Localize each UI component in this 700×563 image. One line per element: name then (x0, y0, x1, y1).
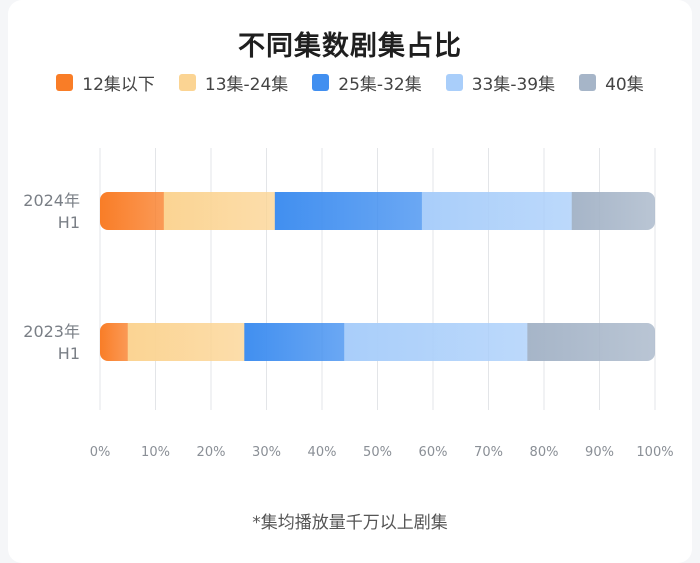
legend-swatch (178, 74, 196, 91)
y-category-label: H1 (58, 344, 80, 363)
legend-item: 25集-32集 (312, 70, 422, 95)
legend-swatch (445, 74, 463, 91)
legend-item: 33集-39集 (445, 70, 556, 95)
x-tick-label: 20% (197, 445, 226, 460)
legend-label: 40集 (605, 75, 644, 95)
legend-label: 12集以下 (82, 75, 155, 95)
x-tick-label: 90% (585, 445, 614, 460)
bar-segment (100, 192, 165, 230)
legend-item: 40集 (579, 70, 644, 95)
x-tick-label: 30% (252, 445, 281, 460)
x-tick-label: 100% (636, 445, 673, 460)
bar-group (100, 323, 655, 361)
legend-swatch (579, 74, 597, 91)
bar-segment (100, 323, 129, 361)
chart-legend: 12集以下 13集-24集 25集-32集 33集-39集 40集 (0, 70, 700, 95)
x-tick-label: 80% (530, 445, 559, 460)
legend-label: 25集-32集 (338, 75, 422, 95)
chart-title: 不同集数剧集占比 (238, 31, 462, 62)
bar-segment (344, 323, 528, 361)
y-category-label: 2024年 (23, 191, 80, 210)
y-category-label: 2023年 (23, 322, 80, 341)
bar-segment (163, 192, 276, 230)
legend-swatch (56, 74, 74, 91)
bar-group (100, 192, 655, 230)
legend-swatch (312, 74, 330, 91)
legend-label: 33集-39集 (471, 75, 556, 95)
chart-card (8, 0, 692, 563)
bar-segment (244, 323, 345, 361)
bar-segment (274, 192, 423, 230)
bar-segment (571, 192, 655, 230)
footnote: *集均播放量千万以上剧集 (252, 513, 448, 533)
bar-segment (127, 323, 245, 361)
bar-segment (421, 192, 573, 230)
x-tick-label: 10% (141, 445, 170, 460)
y-category-label: H1 (58, 213, 80, 232)
x-tick-label: 0% (90, 445, 111, 460)
legend-label: 13集-24集 (204, 75, 289, 95)
legend-item: 12集以下 (56, 70, 155, 95)
x-tick-label: 40% (308, 445, 337, 460)
x-tick-label: 70% (474, 445, 503, 460)
bar-segment (527, 323, 655, 361)
x-tick-label: 60% (419, 445, 448, 460)
x-tick-label: 50% (363, 445, 392, 460)
legend-item: 13集-24集 (178, 70, 289, 95)
